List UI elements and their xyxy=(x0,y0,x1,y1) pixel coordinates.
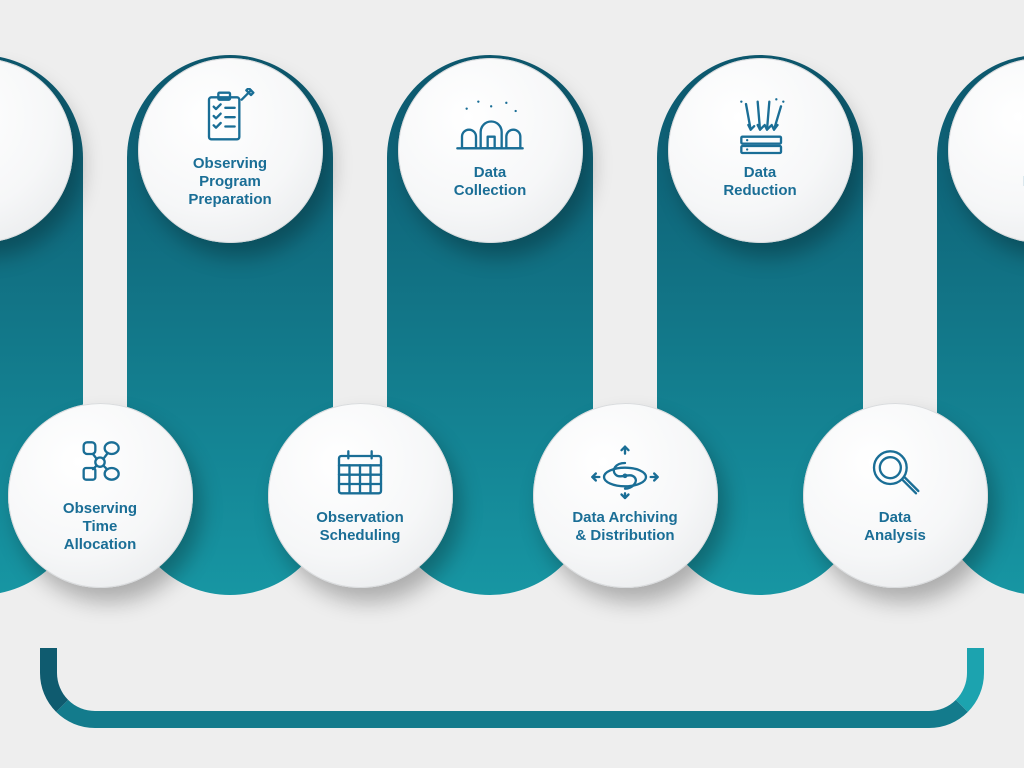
galaxy-icon xyxy=(590,446,660,501)
node-data-collection: Data Collection xyxy=(398,58,583,243)
feedback-loop-connector xyxy=(40,648,984,728)
blank-icon xyxy=(1005,110,1024,165)
workflow-diagram: …ng …al …onObserving Program Preparation… xyxy=(0,0,1024,768)
shapes-icon xyxy=(65,437,135,492)
node-label: Data Analysis xyxy=(864,509,926,545)
node-obs-sched: Observation Scheduling xyxy=(268,403,453,588)
magnify-icon xyxy=(860,446,930,501)
node-data-reduction: Data Reduction xyxy=(668,58,853,243)
node-label: Observing Time Allocation xyxy=(63,500,137,554)
node-time-alloc: Observing Time Allocation xyxy=(8,403,193,588)
node-label: Observing Program Preparation xyxy=(188,155,271,209)
node-archiving: Data Archiving & Distribution xyxy=(533,403,718,588)
calendar-icon xyxy=(325,446,395,501)
observatory-icon xyxy=(455,101,525,156)
node-analysis: Data Analysis xyxy=(803,403,988,588)
node-label: Data Collection xyxy=(454,164,527,200)
node-label: Data Archiving & Distribution xyxy=(572,509,677,545)
node-label: Observation Scheduling xyxy=(316,509,404,545)
node-program-prep: Observing Program Preparation xyxy=(138,58,323,243)
checklist-icon xyxy=(195,92,265,147)
doc-icon xyxy=(0,92,15,147)
node-label: Data Reduction xyxy=(723,164,796,200)
reduce-icon xyxy=(725,101,795,156)
